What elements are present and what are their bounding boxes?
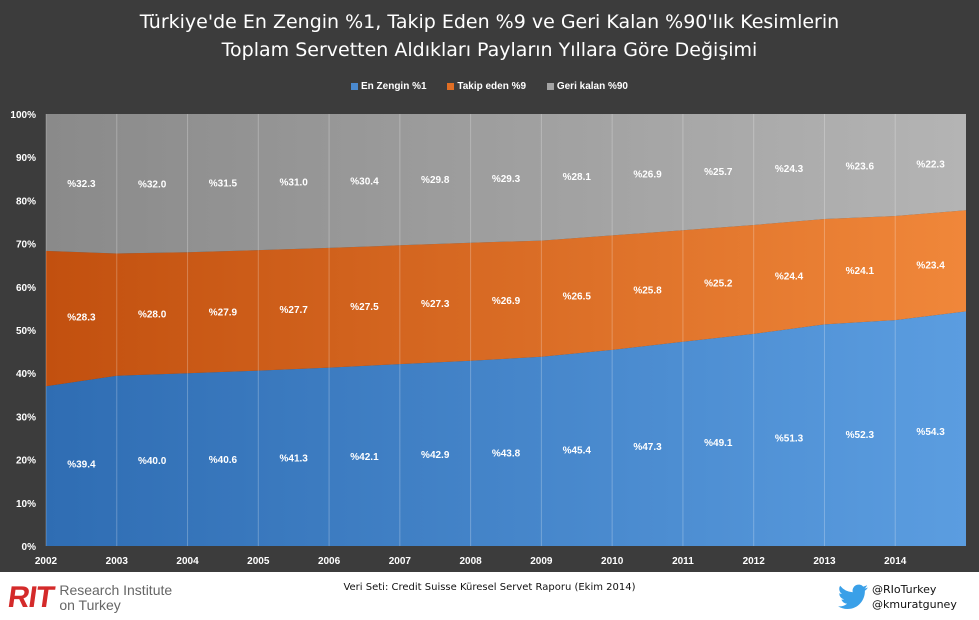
data-label-rest-90: %28.1 (563, 172, 592, 183)
x-tick-label: 2005 (247, 556, 270, 567)
data-label-top-1: %42.1 (350, 452, 379, 463)
data-label-next-9: %27.5 (350, 302, 379, 313)
x-tick-label: 2003 (106, 556, 129, 567)
x-axis: 2002 2003 2004 2005 2006 2007 2008 2009 2010 2011… (35, 556, 907, 567)
y-tick-label: 50% (16, 326, 36, 337)
data-label-rest-90: %26.9 (633, 169, 662, 180)
data-label-next-9: %25.8 (633, 285, 662, 296)
twitter-icon (838, 584, 868, 609)
data-label-top-1: %52.3 (846, 430, 875, 441)
legend-swatch-next-9 (447, 83, 455, 90)
data-label-top-1: %39.4 (67, 459, 96, 470)
rit-logo: RIT Research Institute on Turkey (6, 580, 172, 616)
x-tick-label: 2006 (318, 556, 341, 567)
legend-label-next-9: Takip eden %9 (457, 81, 527, 92)
data-label-rest-90: %31.5 (209, 179, 238, 190)
data-label-top-1: %51.3 (775, 434, 804, 445)
area-next-9 (46, 210, 966, 387)
data-label-rest-90: %31.0 (280, 178, 309, 189)
legend-label-top-1: En Zengin %1 (360, 81, 427, 92)
data-label-next-9: %25.2 (704, 279, 733, 290)
source-note: Veri Seti: Credit Suisse Küresel Servet … (343, 582, 636, 593)
social-handles: @RIoTurkey @kmuratguney (838, 582, 957, 612)
chart-title-line-2: Toplam Servetten Aldıkları Payların Yıll… (221, 39, 758, 61)
area-top-1 (46, 311, 966, 546)
data-label-top-1: %47.3 (633, 442, 662, 453)
y-tick-label: 10% (16, 499, 36, 510)
rit-logo-line-2: on Turkey (59, 597, 121, 613)
data-label-next-9: %27.9 (209, 308, 238, 319)
legend-label-rest-90: Geri kalan %90 (556, 81, 628, 92)
x-tick-label: 2013 (813, 556, 836, 567)
gridline-layer (45, 114, 896, 546)
data-label-top-1: %43.8 (492, 448, 521, 459)
twitter-handle-rit[interactable]: @RIoTurkey (872, 583, 937, 596)
y-tick-label: 90% (16, 153, 36, 164)
x-tick-label: 2007 (389, 556, 412, 567)
data-label-rest-90: %23.6 (846, 162, 875, 173)
data-label-rest-90: %30.4 (350, 176, 379, 187)
legend-item-next-9: Takip eden %9 (447, 81, 526, 92)
chart-panel: Türkiye'de En Zengin %1, Takip Eden %9 v… (0, 0, 979, 572)
data-label-top-1: %40.0 (138, 456, 167, 467)
data-label-next-9: %27.7 (280, 305, 309, 316)
area-rest-90 (46, 114, 966, 254)
y-tick-label: 20% (16, 456, 36, 467)
y-tick-label: 70% (16, 240, 36, 251)
data-label-next-9: %26.5 (563, 292, 592, 303)
y-tick-label: 30% (16, 412, 36, 423)
data-label-rest-90: %32.0 (138, 179, 167, 190)
chart-title: Türkiye'de En Zengin %1, Takip Eden %9 v… (0, 8, 979, 64)
data-label-next-9: %27.3 (421, 299, 450, 310)
x-tick-label: 2004 (176, 556, 199, 567)
y-tick-label: 40% (16, 369, 36, 380)
twitter-handle-author[interactable]: @kmuratguney (872, 598, 957, 611)
handles: @RIoTurkey @kmuratguney (872, 582, 957, 612)
data-label-rest-90: %25.7 (704, 167, 733, 178)
x-tick-label: 2014 (884, 556, 907, 567)
data-label-top-1: %42.9 (421, 450, 450, 461)
legend-item-rest-90: Geri kalan %90 (546, 81, 628, 92)
data-label-top-1: %45.4 (563, 446, 592, 457)
legend: En Zengin %1 Takip eden %9 Geri kalan %9… (0, 81, 979, 92)
x-tick-label: 2012 (743, 556, 766, 567)
y-tick-label: 80% (16, 196, 36, 207)
data-label-next-9: %28.0 (138, 310, 167, 321)
x-tick-label: 2011 (672, 556, 694, 567)
y-tick-label: 60% (16, 283, 36, 294)
data-label-top-1: %49.1 (704, 438, 733, 449)
data-label-next-9: %24.4 (775, 272, 804, 283)
data-label-rest-90: %32.3 (67, 179, 96, 190)
data-label-next-9: %24.1 (846, 266, 875, 277)
stacked-area-chart: %39.4 %40.0 %40.6 %41.3 %42.1 %42.9 %43.8 %45.4… (10, 110, 966, 567)
data-label-rest-90: %22.3 (916, 160, 945, 171)
x-tick-label: 2002 (35, 556, 58, 567)
x-tick-label: 2008 (459, 556, 482, 567)
legend-swatch-rest-90 (546, 83, 554, 90)
data-label-next-9: %26.9 (492, 296, 521, 307)
data-label-rest-90: %24.3 (775, 164, 804, 175)
data-label-next-9: %23.4 (916, 260, 945, 271)
data-label-top-1: %54.3 (916, 427, 945, 438)
legend-swatch-top-1 (350, 83, 358, 90)
data-label-rest-90: %29.8 (421, 175, 450, 186)
footer: RIT Research Institute on Turkey Veri Se… (0, 572, 979, 620)
y-axis: 0% 10% 20% 30% 40% 50% 60% 70% 80% 90% 100% (10, 110, 36, 553)
y-tick-label: 100% (10, 110, 36, 121)
x-tick-label: 2009 (530, 556, 553, 567)
area-layer (46, 114, 966, 546)
x-tick-label: 2010 (601, 556, 624, 567)
rit-logo-name: Research Institute on Turkey (59, 583, 172, 613)
rit-logo-line-1: Research Institute (59, 582, 173, 598)
y-tick-label: 0% (22, 542, 37, 553)
legend-item-top-1: En Zengin %1 (350, 81, 427, 92)
data-label-top-1: %41.3 (280, 454, 309, 465)
data-label-top-1: %40.6 (209, 455, 238, 466)
chart-title-line-1: Türkiye'de En Zengin %1, Takip Eden %9 v… (139, 11, 840, 33)
data-label-next-9: %28.3 (67, 313, 96, 324)
data-label-rest-90: %29.3 (492, 174, 521, 185)
data-label-layer: %39.4 %40.0 %40.6 %41.3 %42.1 %42.9 %43.8 %45.4… (67, 160, 945, 471)
